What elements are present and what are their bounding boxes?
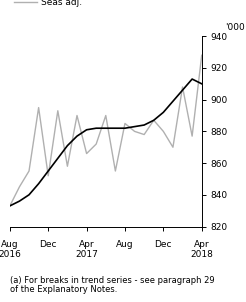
Legend: Trend(a), Seas adj.: Trend(a), Seas adj.: [14, 0, 82, 7]
Text: Apr: Apr: [79, 240, 94, 249]
Text: Aug: Aug: [1, 240, 19, 249]
Text: Aug: Aug: [116, 240, 134, 249]
Text: (a) For breaks in trend series - see paragraph 29: (a) For breaks in trend series - see par…: [10, 276, 215, 285]
Text: Dec: Dec: [154, 240, 172, 249]
Text: Apr: Apr: [194, 240, 210, 249]
Text: Dec: Dec: [39, 240, 57, 249]
Text: of the Explanatory Notes.: of the Explanatory Notes.: [10, 285, 117, 294]
Text: 2018: 2018: [190, 250, 213, 259]
Text: 2016: 2016: [0, 250, 21, 259]
Text: 2017: 2017: [75, 250, 98, 259]
Text: '000: '000: [225, 23, 245, 32]
